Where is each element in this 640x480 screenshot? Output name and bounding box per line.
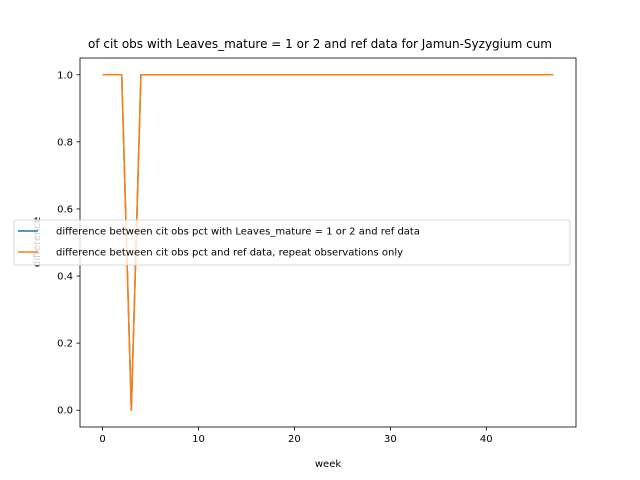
x-tick-label: 30 [384,434,397,445]
legend-label-2: difference between cit obs pct and ref d… [56,248,403,259]
y-tick-label: 0.0 [57,406,73,417]
y-tick-label: 0.6 [57,204,73,215]
chart-title: of cit obs with Leaves_mature = 1 or 2 a… [88,37,552,51]
legend: difference between cit obs pct with Leav… [13,219,571,266]
series-lines [102,74,554,411]
y-tick-label: 0.2 [57,339,73,350]
x-tick-label: 10 [192,434,205,445]
y-tick-label: 0.8 [57,137,73,148]
y-tick-label: 0.4 [57,272,73,283]
legend-label-1: difference between cit obs pct with Leav… [56,227,420,238]
x-axis-label: week [315,459,341,470]
legend-box [13,219,571,266]
x-tick-label: 40 [480,434,493,445]
x-tick-label: 20 [288,434,301,445]
y-tick-label: 1.0 [57,70,73,81]
series-line-2 [102,74,554,411]
x-tick-label: 0 [99,434,105,445]
